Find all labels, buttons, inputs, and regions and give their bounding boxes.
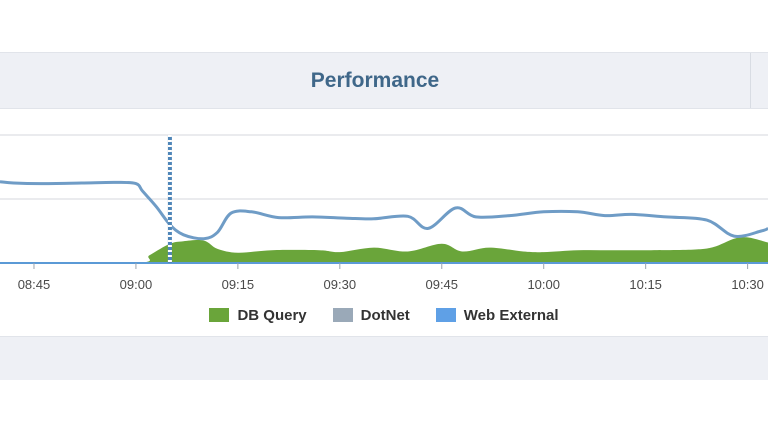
x-tick-label-2: 09:15 xyxy=(222,277,255,292)
chart-svg: 08:45 09:00 09:15 09:30 09:45 10:00 10:15 10:30 xyxy=(0,134,768,292)
legend-label-db-query: DB Query xyxy=(237,306,307,324)
chart-legend: DB Query DotNet Web External xyxy=(0,303,768,327)
legend-label-web-external: Web External xyxy=(463,306,559,324)
x-tick-label-5: 10:00 xyxy=(527,277,560,292)
panel-header: Performance xyxy=(0,52,768,109)
performance-chart[interactable]: 08:45 09:00 09:15 09:30 09:45 10:00 10:15 10:30 xyxy=(0,110,768,336)
header-divider xyxy=(750,53,751,108)
x-tick-label-1: 09:00 xyxy=(120,277,153,292)
x-tick-label-3: 09:30 xyxy=(324,277,357,292)
x-tick-label-6: 10:15 xyxy=(629,277,662,292)
legend-swatch-dotnet xyxy=(332,308,353,322)
panel-title: Performance xyxy=(310,68,440,92)
series-db-query-area xyxy=(0,237,768,264)
legend-item-web-external[interactable]: Web External xyxy=(435,306,559,324)
x-tick-label-4: 09:45 xyxy=(425,277,458,292)
legend-swatch-web-external xyxy=(435,308,456,322)
legend-label-dotnet: DotNet xyxy=(360,306,410,324)
series-web-external-line xyxy=(0,180,768,241)
legend-item-db-query[interactable]: DB Query xyxy=(209,306,307,324)
x-tick-label-7: 10:30 xyxy=(731,277,764,292)
legend-swatch-db-query xyxy=(209,308,230,322)
x-tick-label-0: 08:45 xyxy=(18,277,51,292)
legend-item-dotnet[interactable]: DotNet xyxy=(332,306,410,324)
panel-footer xyxy=(0,336,768,380)
